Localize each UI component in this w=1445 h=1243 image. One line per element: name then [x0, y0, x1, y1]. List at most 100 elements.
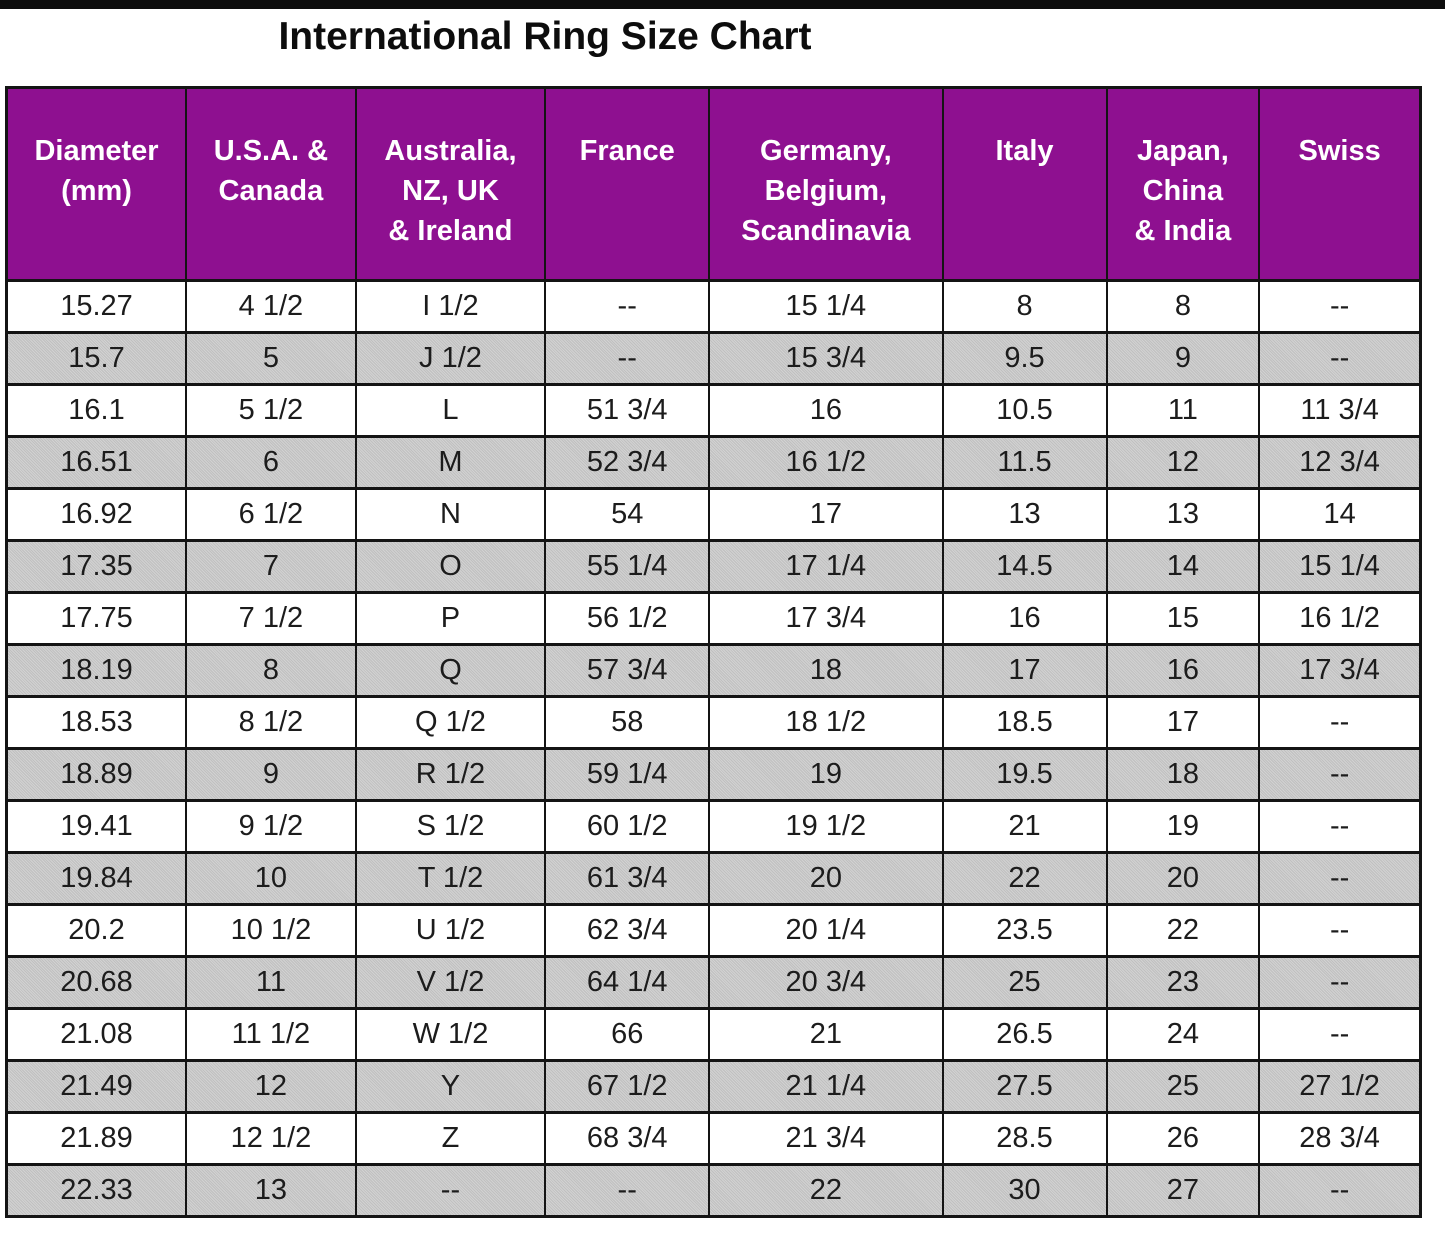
table-cell: 11 3/4	[1258, 383, 1422, 438]
table-cell: 23.5	[941, 903, 1108, 958]
table-cell: 19	[708, 747, 944, 802]
table-row: 17.75 7 1/2 P 56 1/2 17 3/4 16 15 16 1/2	[5, 591, 1422, 646]
table-cell: 67 1/2	[544, 1059, 711, 1114]
table-cell: 12	[1105, 435, 1261, 490]
table-cell: 17	[941, 643, 1108, 698]
table-header: Diameter (mm) U.S.A. & Canada Australia, N…	[5, 86, 1422, 282]
table-cell: 22.33	[5, 1163, 188, 1218]
table-cell: 9.5	[941, 331, 1108, 386]
table-cell: 17.35	[5, 539, 188, 594]
table-cell: 20 3/4	[708, 955, 944, 1010]
table-cell: 27.5	[941, 1059, 1108, 1114]
table-cell: 8	[185, 643, 357, 698]
table-cell: M	[354, 435, 547, 490]
column-header: Japan, China & India	[1105, 86, 1261, 282]
table-cell: 22	[941, 851, 1108, 906]
table-cell: Q 1/2	[354, 695, 547, 750]
table-row: 20.68 11 V 1/2 64 1/4 20 3/4 25 23 --	[5, 955, 1422, 1010]
ring-size-table: Diameter (mm) U.S.A. & Canada Australia, N…	[5, 86, 1422, 1218]
table-cell: 14.5	[941, 539, 1108, 594]
table-cell: 16.1	[5, 383, 188, 438]
table-cell: 24	[1105, 1007, 1261, 1062]
table-cell: --	[1258, 1163, 1422, 1218]
table-cell: --	[1258, 279, 1422, 334]
table-row: 18.53 8 1/2 Q 1/2 58 18 1/2 18.5 17 --	[5, 695, 1422, 750]
table-cell: T 1/2	[354, 851, 547, 906]
table-cell: J 1/2	[354, 331, 547, 386]
table-cell: 9	[185, 747, 357, 802]
table-cell: 10	[185, 851, 357, 906]
table-cell: 26.5	[941, 1007, 1108, 1062]
table-cell: 25	[941, 955, 1108, 1010]
title-wrap: International Ring Size Chart	[0, 15, 1090, 59]
column-header: Swiss	[1258, 86, 1422, 282]
table-cell: 23	[1105, 955, 1261, 1010]
table-cell: Z	[354, 1111, 547, 1166]
table-row: 22.33 13 -- -- 22 30 27 --	[5, 1163, 1422, 1218]
table-cell: 22	[708, 1163, 944, 1218]
table-cell: W 1/2	[354, 1007, 547, 1062]
table-cell: 6 1/2	[185, 487, 357, 542]
table-cell: 16	[941, 591, 1108, 646]
table-cell: 21	[708, 1007, 944, 1062]
table-cell: 15 1/4	[708, 279, 944, 334]
table-cell: 55 1/4	[544, 539, 711, 594]
table-cell: 15	[1105, 591, 1261, 646]
table-cell: 64 1/4	[544, 955, 711, 1010]
table-cell: 21.89	[5, 1111, 188, 1166]
table-cell: 4 1/2	[185, 279, 357, 334]
table-cell: 54	[544, 487, 711, 542]
table-cell: --	[1258, 955, 1422, 1010]
table-cell: 20 1/4	[708, 903, 944, 958]
table-cell: 11.5	[941, 435, 1108, 490]
table-cell: 6	[185, 435, 357, 490]
table-row: 15.7 5 J 1/2 -- 15 3/4 9.5 9 --	[5, 331, 1422, 386]
table-cell: 5	[185, 331, 357, 386]
table-cell: 11	[185, 955, 357, 1010]
table-cell: --	[1258, 799, 1422, 854]
table-cell: 11 1/2	[185, 1007, 357, 1062]
table-cell: 18	[708, 643, 944, 698]
table-cell: 15.27	[5, 279, 188, 334]
table-row: 18.19 8 Q 57 3/4 18 17 16 17 3/4	[5, 643, 1422, 698]
table-body: 15.27 4 1/2 I 1/2 -- 15 1/4 8 8 -- 15.7 5 J 1/2 -- 1…	[5, 279, 1422, 1218]
table-row: 21.49 12 Y 67 1/2 21 1/4 27.5 25 27 1/2	[5, 1059, 1422, 1114]
table-cell: 68 3/4	[544, 1111, 711, 1166]
column-header: Germany, Belgium, Scandinavia	[708, 86, 944, 282]
table-cell: S 1/2	[354, 799, 547, 854]
table-cell: 19.84	[5, 851, 188, 906]
table-cell: Q	[354, 643, 547, 698]
table-cell: --	[544, 1163, 711, 1218]
table-row: 16.1 5 1/2 L 51 3/4 16 10.5 11 11 3/4	[5, 383, 1422, 438]
page-title: International Ring Size Chart	[278, 15, 812, 58]
table-row: 19.41 9 1/2 S 1/2 60 1/2 19 1/2 21 19 --	[5, 799, 1422, 854]
table-row: 21.08 11 1/2 W 1/2 66 21 26.5 24 --	[5, 1007, 1422, 1062]
table-cell: 20	[708, 851, 944, 906]
table-cell: L	[354, 383, 547, 438]
table-cell: 14	[1258, 487, 1422, 542]
table-cell: --	[1258, 903, 1422, 958]
table-cell: 13	[1105, 487, 1261, 542]
table-cell: 16 1/2	[1258, 591, 1422, 646]
table-cell: 25	[1105, 1059, 1261, 1114]
table-header-row: Diameter (mm) U.S.A. & Canada Australia, N…	[5, 86, 1422, 282]
table-cell: 13	[185, 1163, 357, 1218]
table-cell: 18.53	[5, 695, 188, 750]
table-cell: 9 1/2	[185, 799, 357, 854]
table-cell: I 1/2	[354, 279, 547, 334]
table-cell: 16 1/2	[708, 435, 944, 490]
table-cell: 12 1/2	[185, 1111, 357, 1166]
top-border-strip	[0, 0, 1445, 9]
table-cell: 21 3/4	[708, 1111, 944, 1166]
table-cell: 17 3/4	[708, 591, 944, 646]
table-cell: N	[354, 487, 547, 542]
table-cell: 16.92	[5, 487, 188, 542]
table-cell: 8 1/2	[185, 695, 357, 750]
table-cell: 51 3/4	[544, 383, 711, 438]
table-cell: 16.51	[5, 435, 188, 490]
table-cell: 7 1/2	[185, 591, 357, 646]
table-cell: 18.89	[5, 747, 188, 802]
table-cell: 17 3/4	[1258, 643, 1422, 698]
table-cell: 52 3/4	[544, 435, 711, 490]
table-row: 21.89 12 1/2 Z 68 3/4 21 3/4 28.5 26 28 3/4	[5, 1111, 1422, 1166]
